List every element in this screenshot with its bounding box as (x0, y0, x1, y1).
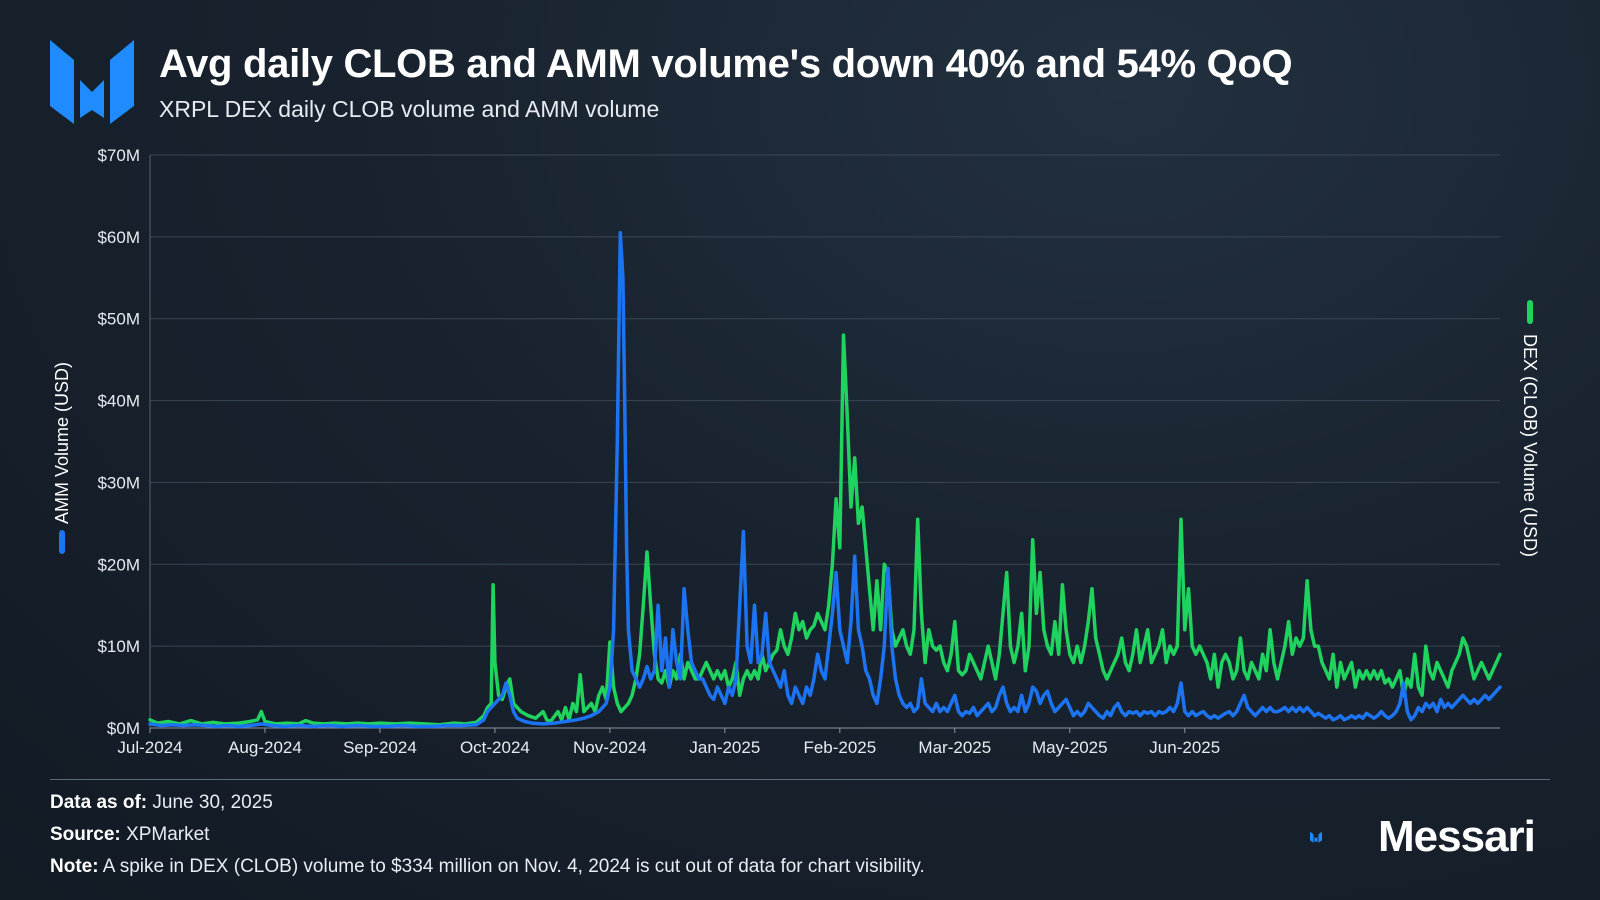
brand-name: Messari (1378, 812, 1536, 861)
y-tick-label: $30M (97, 473, 140, 492)
chart-subtitle: XRPL DEX daily CLOB volume and AMM volum… (159, 96, 660, 122)
note-label: Note: (50, 856, 99, 877)
x-tick-label: Nov-2024 (573, 738, 647, 757)
y-tick-label: $0M (107, 719, 140, 738)
messari-brand-logo-icon (1310, 831, 1322, 843)
series-line-amm (148, 231, 1502, 729)
source-value: XPMarket (126, 824, 210, 845)
y-tick-label: $50M (97, 310, 140, 329)
y-tick-label: $70M (97, 146, 140, 165)
x-tick-label: Feb-2025 (803, 738, 876, 757)
x-tick-label: Oct-2024 (460, 738, 530, 757)
y-right-axis-title: DEX (CLOB) Volume (USD) (1520, 334, 1540, 557)
y-tick-label: $40M (97, 392, 140, 411)
data-as-of-value: June 30, 2025 (152, 792, 273, 813)
source-label: Source: (50, 824, 121, 845)
x-tick-label: May-2025 (1032, 738, 1108, 757)
messari-logo-icon (50, 40, 134, 124)
y-tick-label: $20M (97, 555, 140, 574)
grid-lines (149, 154, 1500, 733)
x-tick-label: Aug-2024 (228, 738, 302, 757)
dex-legend-marker (1527, 300, 1533, 324)
y-left-axis-title: AMM Volume (USD) (52, 362, 72, 524)
y-tick-label: $60M (97, 228, 140, 247)
x-tick-label: Jul-2024 (117, 738, 182, 757)
series-lines (148, 231, 1502, 729)
y-axis-tick-labels: $0M $10M $20M $30M $40M $50M $60M $70M (97, 146, 140, 738)
footer-divider (50, 779, 1550, 780)
amm-legend-marker (59, 530, 65, 554)
x-tick-label: Sep-2024 (343, 738, 417, 757)
source: Source: XPMarket (50, 824, 209, 846)
x-tick-label: Jan-2025 (689, 738, 760, 757)
data-as-of: Data as of: June 30, 2025 (50, 792, 273, 814)
line-chart: $0M $10M $20M $30M $40M $50M $60M $70M Jul-2024… (52, 146, 1540, 757)
x-tick-label: Jun-2025 (1149, 738, 1220, 757)
note-value: A spike in DEX (CLOB) volume to $334 mil… (102, 856, 925, 877)
chart-title: Avg daily CLOB and AMM volume's down 40%… (159, 42, 1293, 86)
x-tick-label: Mar-2025 (918, 738, 991, 757)
y-tick-label: $10M (97, 637, 140, 656)
note: Note: A spike in DEX (CLOB) volume to $3… (50, 856, 925, 878)
x-axis-tick-labels: Jul-2024 Aug-2024 Sep-2024 Oct-2024 Nov-2024… (117, 738, 1220, 757)
axis-titles: AMM Volume (USD) DEX (CLOB) Volume (USD) (52, 300, 1540, 557)
data-as-of-label: Data as of: (50, 792, 148, 813)
